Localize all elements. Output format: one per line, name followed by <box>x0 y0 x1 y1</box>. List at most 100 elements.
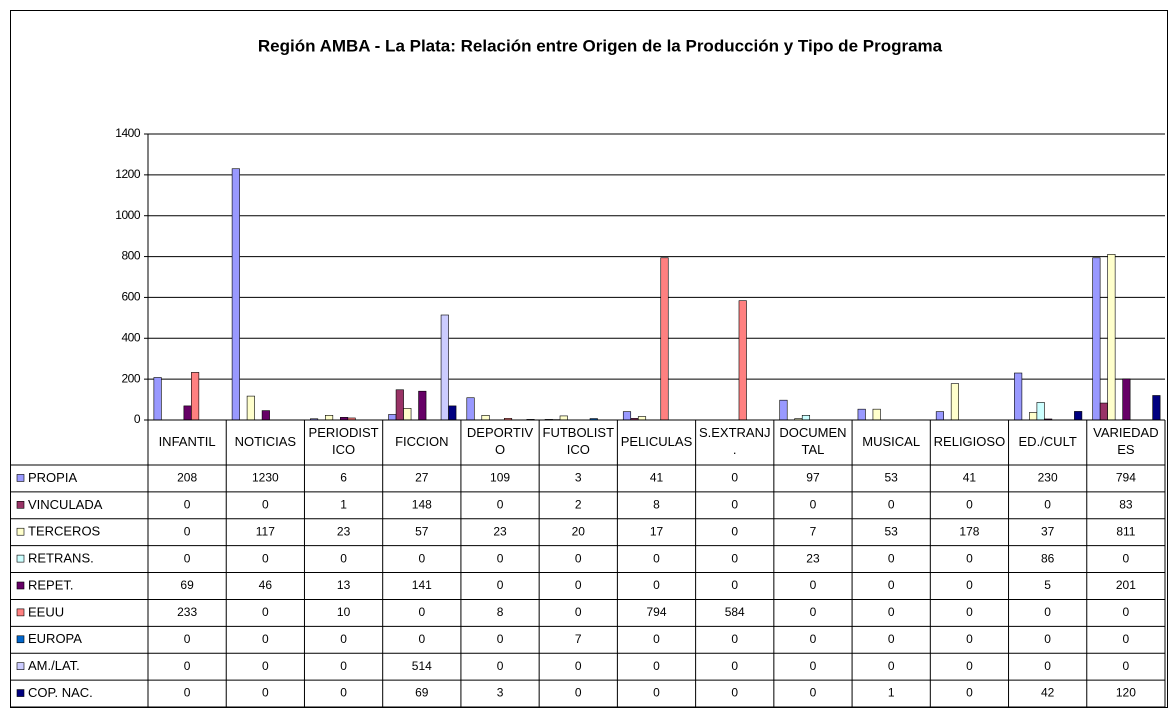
table-value: 0 <box>966 551 973 565</box>
table-value: 0 <box>888 498 895 512</box>
bar <box>622 411 632 421</box>
legend-label: AM./LAT. <box>28 658 80 673</box>
table-value: 0 <box>653 686 660 700</box>
y-tick-label: 400 <box>121 330 140 344</box>
y-tick-label: 600 <box>121 290 140 304</box>
table-value: 0 <box>340 686 347 700</box>
table-value: 0 <box>966 498 973 512</box>
bar <box>1122 378 1131 421</box>
legend-swatch <box>16 689 25 697</box>
bar <box>246 395 255 421</box>
x-tick-label: VARIEDAD ES <box>1093 425 1159 457</box>
y-tick-label: 1200 <box>115 167 141 181</box>
table-value: 0 <box>731 686 738 700</box>
table-value: 0 <box>262 686 269 700</box>
x-tick-label: S.EXTRANJ. <box>699 425 771 457</box>
table-value: 0 <box>810 632 817 646</box>
table-value: 0 <box>1123 605 1130 619</box>
table-value: 8 <box>497 605 504 619</box>
table-value: 83 <box>1119 498 1133 512</box>
table-value: 0 <box>262 551 269 565</box>
bar <box>1107 254 1116 421</box>
bar <box>403 408 412 421</box>
legend-swatch <box>16 474 25 482</box>
legend-swatch <box>16 527 25 536</box>
table-value: 0 <box>184 632 191 646</box>
chart-title: Región AMBA - La Plata: Relación entre O… <box>258 36 943 55</box>
table-value: 0 <box>731 551 738 565</box>
legend-label: RETRANS. <box>28 551 94 566</box>
table-value: 208 <box>177 471 197 485</box>
table-value: 0 <box>184 551 191 565</box>
bar <box>418 390 427 421</box>
table-value: 0 <box>1044 632 1051 646</box>
table-value: 0 <box>1123 632 1130 646</box>
bar <box>857 408 866 421</box>
table-value: 230 <box>1038 471 1058 485</box>
table-value: 0 <box>731 524 738 538</box>
bar <box>950 383 959 421</box>
bar <box>440 314 449 421</box>
table-value: 23 <box>806 551 820 565</box>
table-value: 23 <box>337 524 351 538</box>
bar <box>637 416 647 421</box>
bar <box>801 415 811 421</box>
table-value: 0 <box>810 605 817 619</box>
bar <box>153 377 162 421</box>
table-value: 53 <box>885 471 899 485</box>
bar <box>1074 411 1083 421</box>
bar <box>872 408 881 421</box>
bar <box>738 300 747 421</box>
table-value: 86 <box>1041 551 1055 565</box>
table-value: 120 <box>1116 686 1136 700</box>
legend-swatch <box>16 501 25 509</box>
table-value: 0 <box>1044 498 1051 512</box>
table-value: 0 <box>497 632 504 646</box>
x-tick-label: PERIODIST ICO <box>309 425 379 457</box>
table-value: 0 <box>1044 659 1051 673</box>
table-value: 7 <box>810 524 817 538</box>
table-value: 0 <box>340 632 347 646</box>
bar <box>388 414 397 421</box>
table-value: 37 <box>1041 524 1055 538</box>
table-value: 0 <box>1123 551 1130 565</box>
table-value: 0 <box>184 659 191 673</box>
table-value: 13 <box>337 578 351 592</box>
table-value: 0 <box>966 659 973 673</box>
table-value: 0 <box>262 498 269 512</box>
bar <box>448 405 457 421</box>
table-value: 0 <box>497 551 504 565</box>
y-tick-label: 1000 <box>115 208 141 222</box>
legend-label: EEUU <box>28 604 64 619</box>
bar <box>1099 402 1108 421</box>
table-value: 0 <box>888 605 895 619</box>
table-value: 811 <box>1116 524 1135 538</box>
table-value: 0 <box>653 551 660 565</box>
table-value: 0 <box>653 659 660 673</box>
y-tick-label: 800 <box>121 249 140 263</box>
table-value: 0 <box>1123 659 1130 673</box>
table-value: 46 <box>259 578 273 592</box>
table-value: 0 <box>262 659 269 673</box>
table-value: 0 <box>966 578 973 592</box>
x-tick-label: INFANTIL <box>159 434 216 449</box>
table-value: 0 <box>810 498 817 512</box>
bar <box>1029 412 1038 421</box>
table-value: 6 <box>340 471 347 485</box>
table-value: 0 <box>731 498 738 512</box>
bar <box>183 405 192 421</box>
table-value: 0 <box>731 471 738 485</box>
legend-label: REPET. <box>28 577 74 592</box>
table-value: 0 <box>497 578 504 592</box>
bar <box>395 389 404 421</box>
table-value: 10 <box>337 605 351 619</box>
legend-label: EUROPA <box>28 631 82 646</box>
legend-swatch <box>16 608 25 617</box>
table-value: 148 <box>412 498 432 512</box>
x-tick-label: ED./CULT <box>1019 434 1077 449</box>
table-value: 23 <box>493 524 507 538</box>
bar <box>559 415 568 421</box>
table-value: 0 <box>575 686 582 700</box>
table-value: 1 <box>888 686 895 700</box>
